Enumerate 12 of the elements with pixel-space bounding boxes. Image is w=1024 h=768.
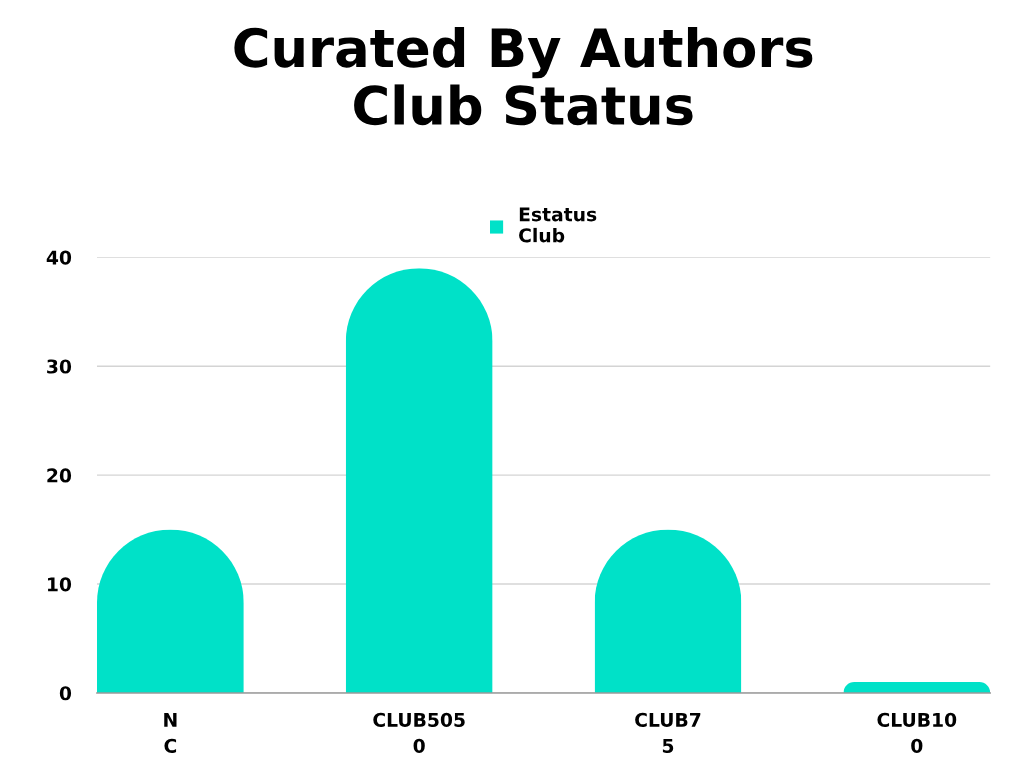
y-tick-label: 20 xyxy=(47,468,72,483)
chart-title: Curated By Authors Club Status xyxy=(234,26,813,126)
y-tick-label: 0 xyxy=(59,686,72,701)
y-tick-label: 10 xyxy=(48,577,72,592)
x-tick-label: CLUB10 0 xyxy=(877,712,957,753)
x-tick-label: CLUB505 0 xyxy=(373,712,465,753)
legend-label: Estatus Club xyxy=(519,207,597,243)
y-tick-label: 30 xyxy=(47,359,72,374)
x-tick-label: N C xyxy=(164,712,177,753)
bar xyxy=(345,268,493,693)
y-tick-label: 40 xyxy=(46,250,72,265)
x-tick-label: CLUB7 5 xyxy=(635,712,701,753)
